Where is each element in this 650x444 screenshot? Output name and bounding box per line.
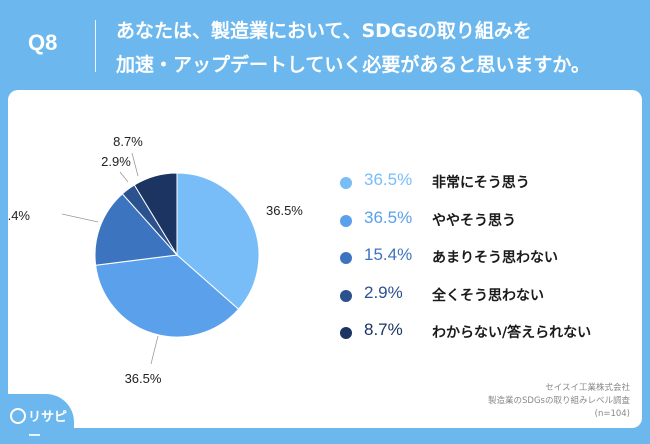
pie-slice — [94, 193, 179, 266]
legend-item: 2.9% 全くそう思わない — [332, 281, 632, 319]
data-label: 36.5% — [125, 371, 162, 386]
question-title-line1: あなたは、製造業において、SDGsの取り組みを — [116, 20, 532, 42]
data-label: 2.9% — [101, 154, 131, 169]
chart-card: 36.5% 36.5% 15.4% 2.9% 8.7% 36.5% 非常にそう思う 36… — [8, 90, 642, 428]
legend-swatch — [340, 214, 352, 227]
legend-label: あまりそう思わない — [432, 250, 558, 266]
legend-item: 15.4% あまりそう思わない — [332, 243, 632, 281]
leader-line — [119, 171, 129, 183]
question-number: Q8 — [28, 30, 58, 55]
legend-label: 全くそう思わない — [432, 287, 544, 304]
pie-slice — [95, 254, 240, 338]
source-sample-size: (n=104) — [594, 409, 630, 419]
legend-item: 36.5% 非常にそう思う — [332, 168, 632, 206]
legend-label: わからない/答えられない — [432, 325, 592, 341]
legend: 36.5% 非常にそう思う 36.5% ややそう思う 15.4% あまりそう思わ… — [332, 168, 632, 356]
legend-swatch — [340, 327, 352, 339]
legend-label: ややそう思う — [432, 212, 516, 229]
header-divider — [95, 20, 96, 72]
pie-slice — [176, 172, 260, 310]
legend-swatch — [340, 252, 352, 264]
brand-name: リサピー — [28, 410, 68, 444]
legend-swatch — [340, 177, 352, 189]
source-company: セイスイ工業株式会社 — [545, 383, 630, 393]
legend-percent: 2.9% — [364, 282, 403, 302]
brand-logo: リサピー — [0, 394, 74, 444]
data-label: 36.5% — [266, 203, 303, 218]
question-title: あなたは、製造業において、SDGsの取り組みを 加速・アップデートしていく必要が… — [116, 14, 636, 82]
leader-line — [61, 213, 99, 223]
legend-percent: 36.5% — [364, 207, 413, 227]
leader-line — [131, 152, 139, 177]
pie-chart: 36.5% 36.5% 15.4% 2.9% 8.7% — [8, 134, 303, 386]
legend-percent: 36.5% — [364, 170, 413, 189]
leader-line — [150, 335, 159, 365]
legend-item: 36.5% ややそう思う — [332, 206, 632, 244]
header: Q8 あなたは、製造業において、SDGsの取り組みを 加速・アップデートしていく… — [0, 0, 650, 88]
legend-swatch — [340, 289, 352, 302]
data-label: 15.4% — [8, 208, 30, 223]
legend-label: 非常にそう思う — [432, 175, 530, 191]
legend-percent: 15.4% — [364, 245, 413, 264]
magnifier-icon — [10, 408, 26, 424]
legend-percent: 8.7% — [364, 320, 403, 339]
source-note: セイスイ工業株式会社 製造業のSDGsの取り組みレベル調査 (n=104) — [488, 382, 630, 421]
source-survey: 製造業のSDGsの取り組みレベル調査 — [488, 396, 630, 406]
pie-slice — [133, 172, 178, 257]
question-title-line2: 加速・アップデートしていく必要があると思いますか。 — [116, 54, 591, 76]
legend-item: 8.7% わからない/答えられない — [332, 318, 632, 356]
data-label: 8.7% — [113, 134, 143, 149]
